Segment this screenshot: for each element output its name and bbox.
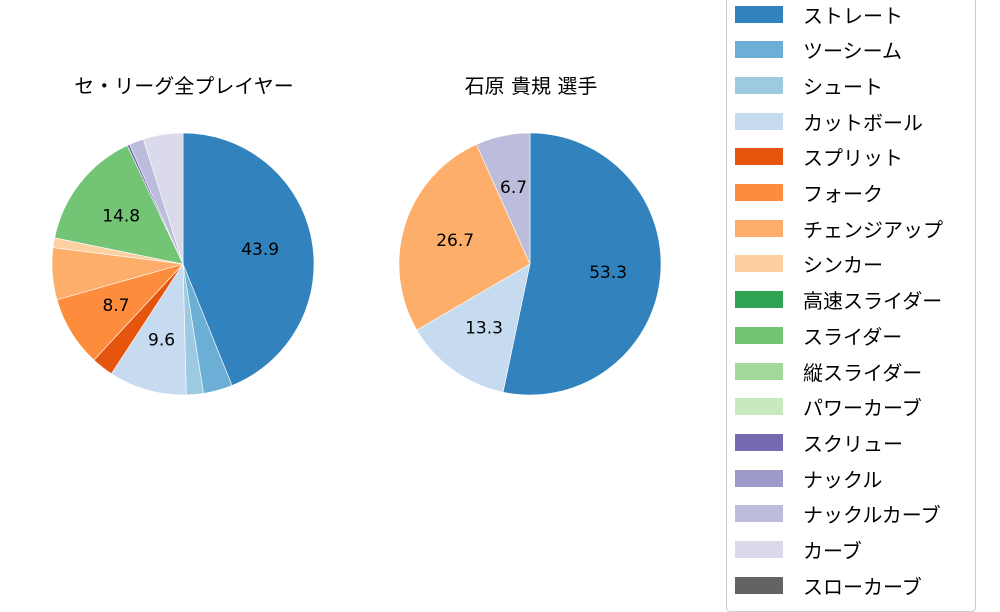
pie-slice (502, 132, 662, 396)
legend-label: スローカーブ (803, 574, 922, 599)
slice-value-label: 14.8 (102, 206, 140, 226)
legend-swatch (735, 184, 783, 201)
legend-item: シンカー (735, 253, 883, 277)
legend-item: シュート (735, 74, 883, 99)
legend-swatch (735, 219, 783, 237)
slice-value-label: 13.3 (465, 319, 503, 339)
legend-label: フォーク (803, 182, 883, 206)
legend-swatch (735, 398, 783, 416)
legend-label: シンカー (803, 253, 883, 278)
legend-item: 縦スライダー (735, 360, 922, 385)
slice-value-label: 9.6 (148, 331, 175, 351)
legend-item: スクリュー (735, 431, 903, 456)
pie-slice (398, 144, 531, 331)
pie-slice (416, 263, 531, 393)
legend-label: スプリット (803, 146, 903, 171)
legend-swatch (735, 255, 783, 273)
legend-label: ツーシーム (803, 39, 902, 64)
player-pie-chart: 53.3 13.3 26.7 6.7 (398, 132, 662, 396)
legend-label: ナックル (803, 467, 883, 492)
legend-label: パワーカーブ (803, 396, 922, 421)
legend-item: ナックル (735, 467, 882, 492)
pie-slice (111, 263, 187, 396)
legend-label: 縦スライダー (803, 360, 923, 385)
slice-value-label: 6.7 (500, 178, 527, 198)
legend-label: カットボール (803, 110, 923, 135)
legend-item: ナックルカーブ (735, 503, 941, 527)
legend-label: チェンジアップ (803, 217, 943, 242)
legend-item: フォーク (735, 182, 883, 206)
legend-swatch (735, 362, 783, 380)
legend-item: スライダー (735, 324, 902, 349)
legend-item: スプリット (735, 146, 903, 170)
legend-label: 高速スライダー (803, 289, 943, 314)
legend-item: パワーカーブ (735, 396, 922, 420)
left-chart-title: セ・リーグ全プレイヤー (74, 74, 294, 98)
legend-swatch (735, 326, 783, 344)
slice-value-label: 43.9 (241, 240, 279, 260)
slice-value-label: 53.3 (589, 263, 627, 283)
slice-value-label: 8.7 (102, 296, 129, 316)
legend-label: ストレート (803, 3, 903, 28)
legend: ストレートツーシームシュートカットボール スプリットフォークチェンジアップ シンカー… (726, 0, 976, 612)
legend-label: スライダー (803, 324, 903, 349)
league-pie-chart: 43.9 9.6 8.7 14.8 (51, 132, 315, 396)
legend-label: シュート (803, 74, 883, 99)
legend-swatch (735, 469, 783, 487)
legend-item: チェンジアップ (735, 217, 943, 242)
legend-swatch (735, 112, 783, 130)
legend-label: スクリュー (803, 431, 903, 456)
legend-label: ナックルカーブ (803, 503, 941, 528)
legend-label: カーブ (803, 539, 862, 563)
legend-swatch (735, 41, 783, 59)
pie-slice (182, 132, 315, 386)
legend-item: 高速スライダー (735, 289, 942, 313)
pie-slice (476, 132, 531, 265)
legend-swatch (735, 291, 783, 309)
legend-item: カーブ (735, 539, 862, 563)
legend-swatch (735, 5, 783, 23)
legend-swatch (735, 505, 783, 523)
pie-slice (142, 132, 184, 265)
legend-item: スローカーブ (735, 574, 922, 599)
legend-item: ツーシーム (735, 39, 902, 63)
legend-swatch (735, 541, 783, 558)
right-chart-title: 石原 貴規 選手 (464, 74, 598, 98)
slice-value-label: 26.7 (436, 231, 474, 251)
legend-swatch (735, 576, 783, 594)
legend-swatch (735, 148, 783, 166)
legend-item: ストレート (735, 3, 903, 28)
pie-slice (54, 145, 184, 265)
legend-swatch (735, 433, 783, 451)
legend-item: カットボール (735, 110, 923, 135)
legend-swatch (735, 76, 783, 94)
